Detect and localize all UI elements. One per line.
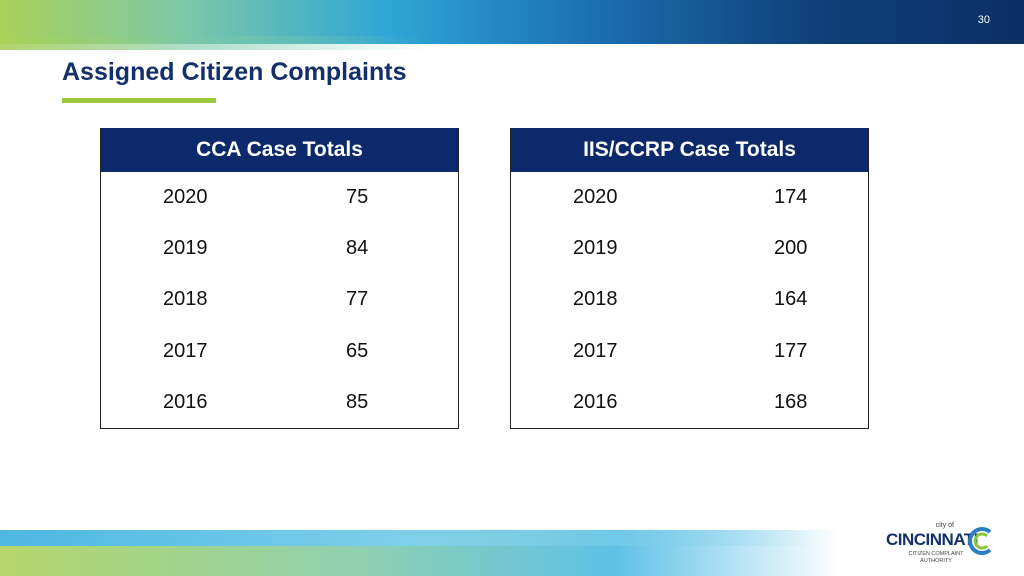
logo-subtitle: CITIZEN COMPLAINT AUTHORITY [906,551,966,565]
table-row: 2017 177 [511,326,868,377]
value-cell: 84 [346,237,369,260]
title-underline [62,98,216,103]
value-cell: 77 [346,288,369,311]
value-cell: 75 [346,186,369,209]
table-header: IIS/CCRP Case Totals [511,128,868,172]
year-cell: 2020 [573,186,618,209]
value-cell: 174 [774,186,808,209]
table-row: 2019 200 [511,223,868,274]
year-cell: 2016 [573,390,618,413]
year-cell: 2016 [163,390,208,413]
year-cell: 2018 [163,288,208,311]
year-cell: 2020 [163,186,208,209]
value-cell: 164 [774,288,808,311]
cca-case-totals-table: CCA Case Totals 2020 75 2019 84 2018 77 … [100,128,459,429]
table-row: 2020 75 [101,172,458,223]
iis-ccrp-case-totals-table: IIS/CCRP Case Totals 2020 174 2019 200 2… [510,128,869,429]
logo-subtitle-line1: CITIZEN COMPLAINT [908,551,964,557]
year-cell: 2019 [163,237,208,260]
top-band-accent [0,36,430,50]
year-cell: 2017 [573,339,618,362]
year-cell: 2019 [573,237,618,260]
logo-city-of: city of [935,522,954,529]
table-row: 2019 84 [101,223,458,274]
year-cell: 2017 [163,339,208,362]
table-row: 2020 174 [511,172,868,223]
table-row: 2018 164 [511,274,868,325]
value-cell: 65 [346,339,369,362]
logo-name: CINCINNATI [886,530,978,549]
value-cell: 168 [774,390,808,413]
table-header: CCA Case Totals [101,128,458,172]
value-cell: 85 [346,390,369,413]
table-row: 2016 85 [101,377,458,428]
slide-title: Assigned Citizen Complaints [62,58,407,86]
bottom-band-accent [0,530,820,546]
table-row: 2016 168 [511,377,868,428]
value-cell: 200 [774,237,808,260]
cincinnati-cca-logo: city of CINCINNATI CITIZEN COMPLAINT AUT… [886,522,996,570]
page-number: 30 [977,14,990,26]
logo-subtitle-line2: AUTHORITY [920,558,952,564]
logo-c-mark-icon [968,527,992,555]
table-row: 2017 65 [101,326,458,377]
table-row: 2018 77 [101,274,458,325]
value-cell: 177 [774,339,808,362]
year-cell: 2018 [573,288,618,311]
